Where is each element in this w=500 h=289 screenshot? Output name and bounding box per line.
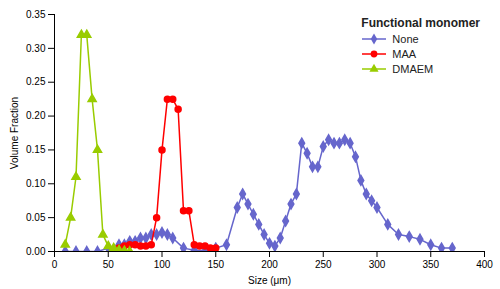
html-text:DMAEM: DMAEM [392,63,434,75]
html-text:None: None [392,33,419,45]
svg-text:350: 350 [422,259,439,270]
svg-text:400: 400 [476,259,493,270]
svg-text:0.20: 0.20 [26,110,46,121]
svg-text:100: 100 [154,259,171,270]
svg-text:0.00: 0.00 [26,246,46,257]
svg-text:0.15: 0.15 [26,144,46,155]
svg-text:50: 50 [103,259,115,270]
svg-text:Volume Fraction: Volume Fraction [9,97,20,169]
svg-text:0.35: 0.35 [26,9,46,20]
svg-text:0.10: 0.10 [26,178,46,189]
svg-text:0: 0 [52,259,58,270]
svg-text:150: 150 [207,259,224,270]
svg-text:0.25: 0.25 [26,76,46,87]
svg-text:Size (μm): Size (μm) [248,275,291,286]
svg-text:0.05: 0.05 [26,212,46,223]
svg-text:250: 250 [315,259,332,270]
html-text:Functional monomer: Functional monomer [361,16,480,30]
svg-text:300: 300 [369,259,386,270]
html-text:MAA: MAA [392,48,417,60]
svg-text:0.30: 0.30 [26,43,46,54]
svg-text:200: 200 [261,259,278,270]
